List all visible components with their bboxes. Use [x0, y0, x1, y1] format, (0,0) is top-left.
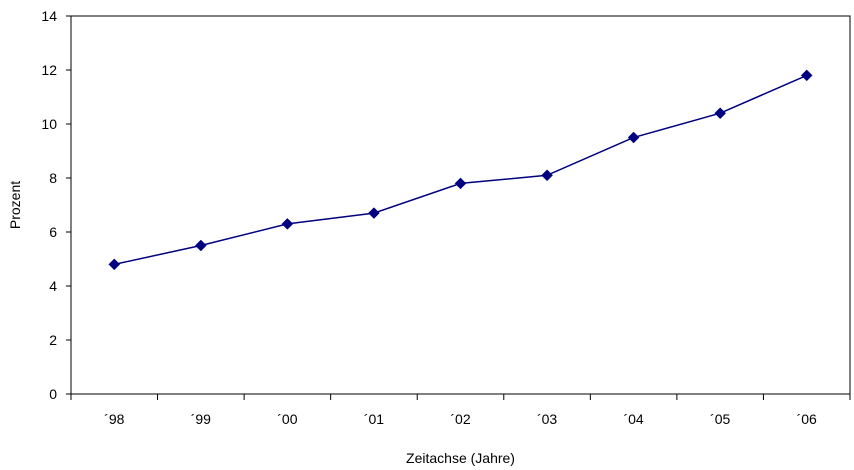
data-point: [714, 107, 727, 120]
series-line: [114, 74, 808, 266]
data-point: [454, 177, 467, 190]
y-tick-label: 4: [49, 278, 57, 294]
y-tick-label: 10: [41, 116, 57, 132]
x-tick-label: ´99: [191, 411, 211, 427]
data-point: [368, 207, 380, 219]
data-point: [541, 169, 553, 182]
x-axis-ticks: ´98 ´99 ´00 ´01 ´02 ´03 ´04 ´05 ´06: [70, 394, 851, 427]
y-tick-label: 14: [41, 8, 57, 24]
x-tick-label: ´98: [104, 411, 124, 427]
series-group: [108, 69, 813, 271]
x-tick-label: ´01: [364, 411, 384, 427]
y-axis-ticks: 0 2 4 6 8 10 12 14: [41, 8, 71, 402]
x-tick-label: ´00: [277, 411, 297, 427]
data-point: [800, 69, 813, 82]
x-tick-label: ´03: [537, 411, 557, 427]
y-tick-label: 12: [41, 62, 57, 78]
x-tick-label: ´04: [623, 411, 643, 427]
x-axis-title: Zeitachse (Jahre): [406, 450, 515, 466]
y-tick-label: 0: [49, 386, 57, 402]
data-point: [627, 131, 640, 144]
data-point: [194, 239, 207, 252]
plot-frame-top: [71, 15, 851, 394]
y-tick-label: 6: [49, 224, 57, 240]
y-axis-title: Prozent: [7, 181, 23, 229]
y-tick-label: 8: [49, 170, 57, 186]
data-point: [108, 258, 121, 271]
x-tick-label: ´02: [450, 411, 470, 427]
y-tick-label: 2: [49, 332, 57, 348]
data-point: [281, 218, 294, 230]
x-tick-label: ´05: [710, 411, 730, 427]
x-tick-label: ´06: [797, 411, 817, 427]
